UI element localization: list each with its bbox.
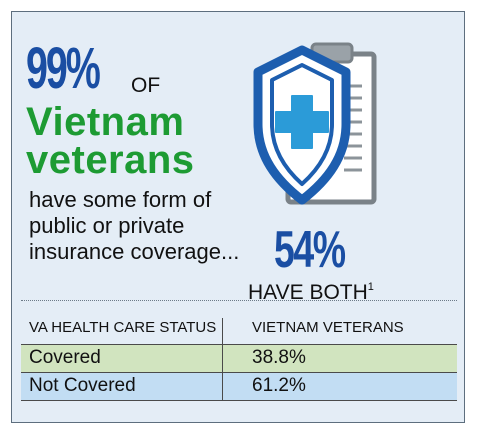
table-column-divider <box>222 318 223 400</box>
headline-subject-line2: veterans <box>26 138 195 182</box>
both-label-text: HAVE BOTH <box>248 281 368 304</box>
header-veterans: VIETNAM VETERANS <box>252 319 404 336</box>
row-status: Covered <box>29 347 101 368</box>
row-value: 38.8% <box>252 347 306 368</box>
section-divider <box>21 300 457 301</box>
both-percent: 54% <box>274 221 346 279</box>
headline-percent: 99% <box>26 36 101 101</box>
body-line-1: have some form of <box>29 187 212 212</box>
headline-subject-line1: Vietnam <box>26 100 185 144</box>
header-status: VA HEALTH CARE STATUS <box>29 319 217 336</box>
footnote-marker: 1 <box>367 281 374 293</box>
table-row: Not Covered 61.2% <box>21 373 457 401</box>
insurance-svg <box>253 42 377 205</box>
insurance-graphic <box>250 38 384 219</box>
both-label: HAVE BOTH1 <box>248 281 374 304</box>
status-table: VA HEALTH CARE STATUS VIETNAM VETERANS C… <box>21 318 457 401</box>
table-header-row: VA HEALTH CARE STATUS VIETNAM VETERANS <box>21 318 457 344</box>
table-row: Covered 38.8% <box>21 344 457 373</box>
headline-of: OF <box>131 74 161 97</box>
body-line-2: public or private <box>29 213 185 238</box>
row-status: Not Covered <box>29 375 136 396</box>
medical-cross-icon <box>275 95 329 149</box>
body-line-3: insurance coverage... <box>29 239 240 264</box>
row-value: 61.2% <box>252 375 306 396</box>
